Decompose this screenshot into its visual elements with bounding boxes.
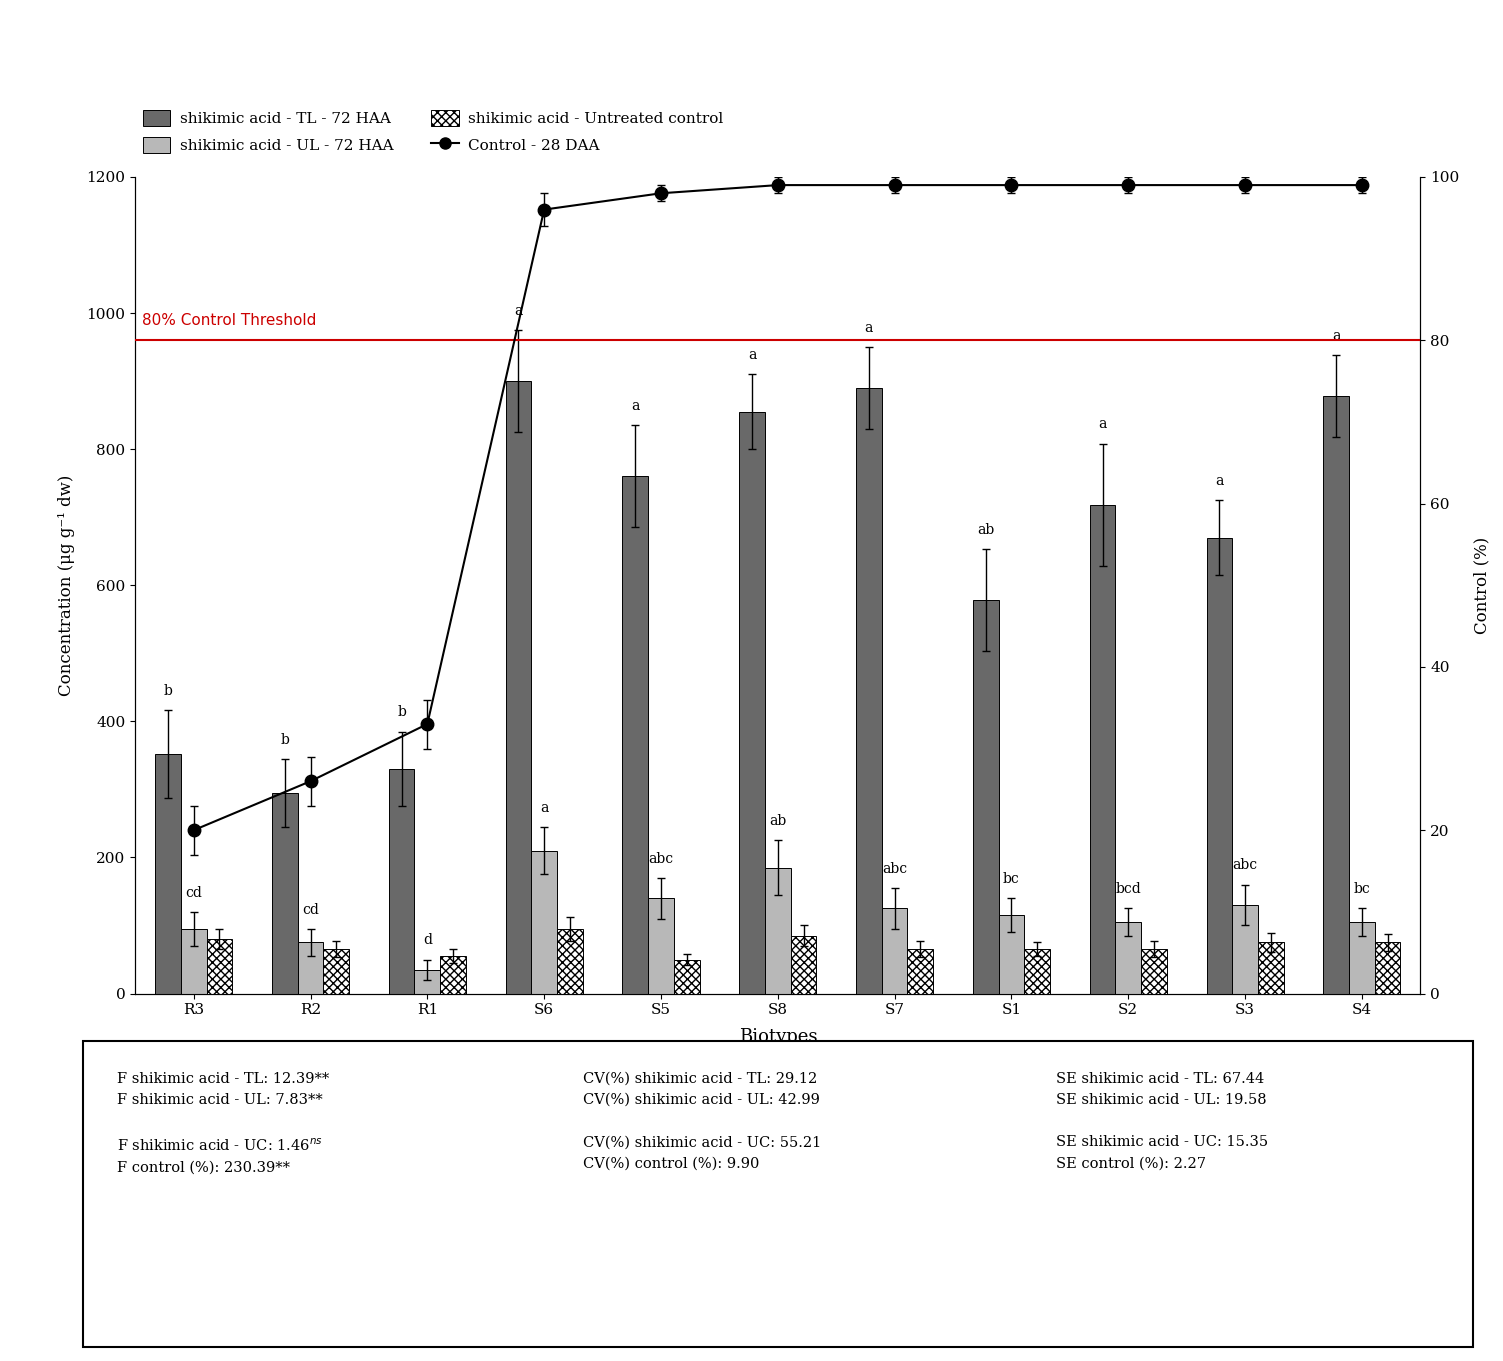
Bar (908, 950, 933, 994)
Bar (298, 942, 323, 994)
Text: abc: abc (1232, 859, 1258, 872)
FancyBboxPatch shape (83, 1041, 1473, 1347)
Bar (1375, 942, 1401, 994)
Text: a: a (631, 399, 639, 414)
Bar (558, 928, 583, 994)
Bar (622, 476, 648, 994)
Bar (155, 754, 180, 994)
Bar (272, 792, 298, 994)
Bar (415, 969, 440, 994)
Bar (389, 769, 415, 994)
Legend: shikimic acid - TL - 72 HAA, shikimic acid - UL - 72 HAA, shikimic acid - Untrea: shikimic acid - TL - 72 HAA, shikimic ac… (143, 110, 723, 152)
Text: cd: cd (185, 886, 201, 900)
Bar (648, 898, 673, 994)
Bar (180, 928, 206, 994)
Text: a: a (1216, 474, 1223, 489)
Bar (1207, 538, 1232, 994)
Bar (1350, 923, 1375, 994)
Text: F shikimic acid - TL: 12.39**
F shikimic acid - UL: 7.83**

F shikimic acid - UC: F shikimic acid - TL: 12.39** F shikimic… (117, 1072, 329, 1175)
X-axis label: Biotypes: Biotypes (738, 1029, 818, 1047)
Bar (1323, 396, 1350, 994)
Text: abc: abc (882, 862, 908, 876)
Text: bcd: bcd (1115, 882, 1141, 896)
Text: cd: cd (302, 902, 319, 917)
Text: b: b (281, 732, 289, 746)
Bar (440, 955, 466, 994)
Y-axis label: Control (%): Control (%) (1473, 536, 1489, 634)
Bar (1258, 942, 1284, 994)
Bar (882, 909, 908, 994)
Text: SE shikimic acid - TL: 67.44
SE shikimic acid - UL: 19.58

SE shikimic acid - UC: SE shikimic acid - TL: 67.44 SE shikimic… (1055, 1072, 1269, 1170)
Text: a: a (748, 348, 756, 362)
Bar (323, 950, 349, 994)
Bar (998, 915, 1025, 994)
Bar (531, 851, 558, 994)
Text: a: a (1332, 329, 1341, 343)
Bar (765, 868, 791, 994)
Y-axis label: Concentration (μg g⁻¹ dw): Concentration (μg g⁻¹ dw) (59, 475, 75, 695)
Bar (1232, 905, 1258, 994)
Bar (1090, 505, 1115, 994)
Text: abc: abc (648, 852, 673, 866)
Bar (791, 936, 816, 994)
Text: a: a (1099, 418, 1106, 431)
Bar (673, 960, 699, 994)
Bar (1115, 923, 1141, 994)
Text: a: a (540, 800, 549, 814)
Text: 80% Control Threshold: 80% Control Threshold (141, 313, 316, 328)
Text: ab: ab (770, 814, 786, 827)
Text: CV(%) shikimic acid - TL: 29.12
CV(%) shikimic acid - UL: 42.99

CV(%) shikimic : CV(%) shikimic acid - TL: 29.12 CV(%) sh… (583, 1072, 822, 1170)
Bar (505, 381, 531, 994)
Bar (857, 388, 882, 994)
Bar (739, 411, 765, 994)
Text: ab: ab (977, 523, 995, 538)
Text: bc: bc (1003, 872, 1021, 886)
Text: d: d (422, 934, 431, 947)
Text: b: b (397, 705, 406, 719)
Text: bc: bc (1354, 882, 1371, 896)
Text: a: a (514, 304, 523, 318)
Bar (206, 939, 233, 994)
Bar (1025, 950, 1051, 994)
Text: a: a (864, 321, 873, 335)
Bar (972, 600, 998, 994)
Bar (1141, 950, 1166, 994)
Text: b: b (164, 683, 173, 698)
